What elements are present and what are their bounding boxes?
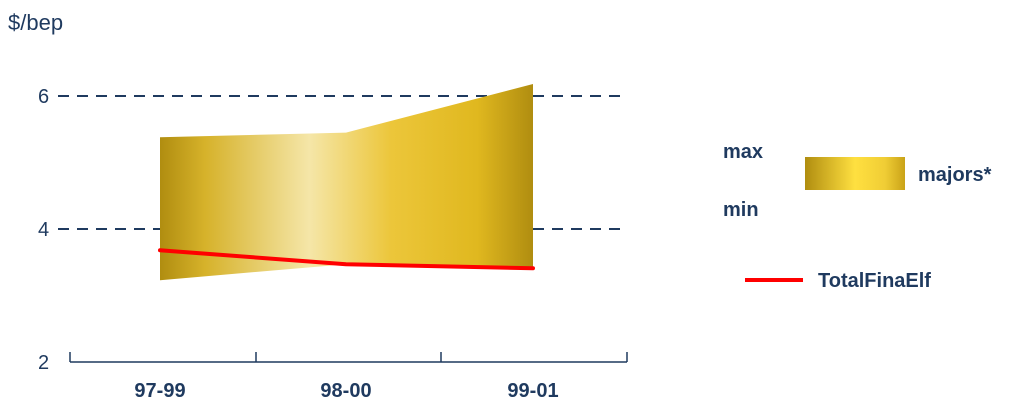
- totalfinaelf-line: [158, 248, 535, 271]
- legend: max majors* min TotalFinaElf: [723, 141, 992, 292]
- legend-band-swatch: [805, 157, 905, 190]
- y-tick-labels: 2 4 6: [38, 86, 49, 374]
- x-tick-label: 99-01: [507, 380, 558, 402]
- y-tick-label: 2: [38, 352, 49, 374]
- legend-line-label: TotalFinaElf: [818, 270, 931, 292]
- totalfinaelf-line-layer: [158, 248, 535, 271]
- x-tick-label: 97-99: [134, 380, 185, 402]
- legend-min-label: min: [723, 199, 759, 221]
- majors-band: [160, 84, 533, 281]
- majors-band-layer: [160, 84, 533, 281]
- x-tick-labels: 97-99 98-00 99-01: [134, 380, 558, 402]
- legend-band-label: majors*: [918, 164, 992, 186]
- legend-max-label: max: [723, 141, 763, 163]
- x-tick-label: 98-00: [320, 380, 371, 402]
- y-axis-label: $/bep: [8, 10, 63, 35]
- x-axis: [69, 352, 628, 363]
- y-tick-label: 6: [38, 86, 49, 108]
- y-tick-label: 4: [38, 219, 49, 241]
